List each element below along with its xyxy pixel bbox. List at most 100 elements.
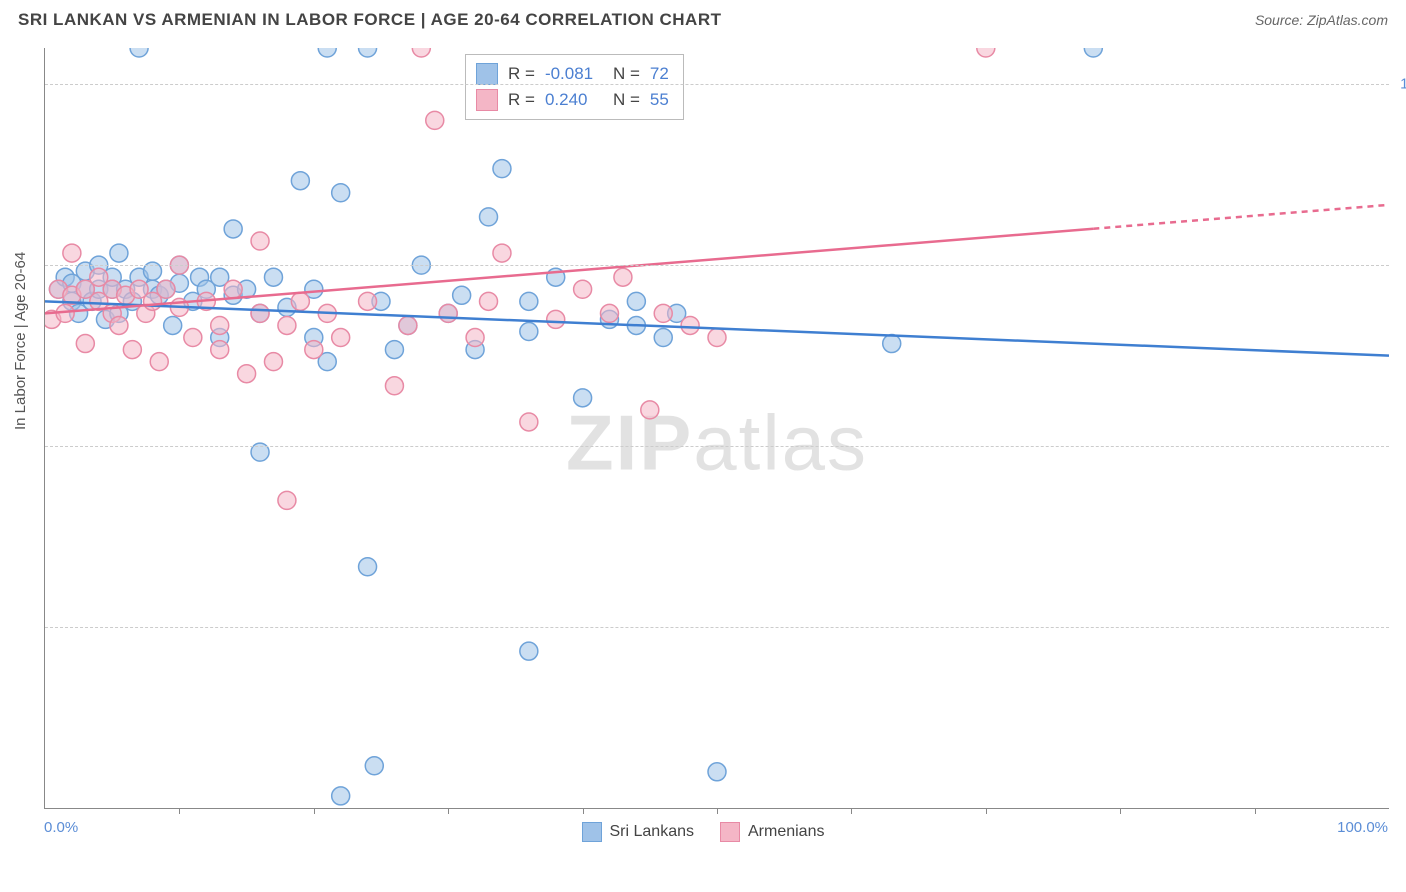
n-value: 55 <box>650 87 669 113</box>
r-label: R = <box>508 61 535 87</box>
x-tick <box>986 808 987 814</box>
data-point <box>332 329 350 347</box>
data-point <box>251 304 269 322</box>
gridline-h <box>45 446 1389 447</box>
data-point <box>305 341 323 359</box>
y-axis-label: In Labor Force | Age 20-64 <box>12 252 29 430</box>
chart-title: SRI LANKAN VS ARMENIAN IN LABOR FORCE | … <box>18 10 722 30</box>
data-point <box>224 220 242 238</box>
x-tick <box>851 808 852 814</box>
data-point <box>681 316 699 334</box>
r-value: -0.081 <box>545 61 603 87</box>
x-tick <box>179 808 180 814</box>
data-point <box>110 244 128 262</box>
data-point <box>439 304 457 322</box>
legend-swatch <box>582 822 602 842</box>
n-label: N = <box>613 61 640 87</box>
data-point <box>466 329 484 347</box>
source-label: Source: ZipAtlas.com <box>1255 12 1388 28</box>
regression-line <box>45 301 1389 355</box>
data-point <box>291 292 309 310</box>
n-value: 72 <box>650 61 669 87</box>
y-tick-label: 85.0% <box>1395 257 1406 274</box>
data-point <box>1084 48 1102 57</box>
data-point <box>211 341 229 359</box>
title-bar: SRI LANKAN VS ARMENIAN IN LABOR FORCE | … <box>0 0 1406 36</box>
legend-swatch <box>476 89 498 111</box>
data-point <box>520 413 538 431</box>
data-point <box>278 491 296 509</box>
data-point <box>520 642 538 660</box>
data-point <box>359 558 377 576</box>
data-point <box>627 292 645 310</box>
data-point <box>574 389 592 407</box>
data-point <box>150 353 168 371</box>
data-point <box>359 48 377 57</box>
x-tick <box>314 808 315 814</box>
gridline-h <box>45 265 1389 266</box>
data-point <box>211 316 229 334</box>
legend-correlation-row: R = -0.081 N = 72 <box>476 61 669 87</box>
data-point <box>238 365 256 383</box>
data-point <box>641 401 659 419</box>
legend-series-label: Sri Lankans <box>610 823 695 841</box>
data-point <box>332 787 350 805</box>
data-point <box>574 280 592 298</box>
y-tick-label: 100.0% <box>1395 76 1406 93</box>
data-point <box>412 48 430 57</box>
data-point <box>110 316 128 334</box>
data-point <box>493 160 511 178</box>
data-point <box>157 280 175 298</box>
gridline-h <box>45 627 1389 628</box>
data-point <box>251 232 269 250</box>
r-label: R = <box>508 87 535 113</box>
x-tick <box>1120 808 1121 814</box>
plot-area: ZIPatlas R =-0.081N =72R =0.240N =55 55.… <box>44 48 1389 809</box>
data-point <box>164 316 182 334</box>
legend-swatch <box>476 63 498 85</box>
legend-series: Sri Lankans Armenians <box>0 822 1406 842</box>
legend-series-label: Armenians <box>748 823 824 841</box>
legend-correlation-row: R = 0.240 N = 55 <box>476 87 669 113</box>
data-point <box>493 244 511 262</box>
data-point <box>278 316 296 334</box>
x-tick <box>448 808 449 814</box>
gridline-h <box>45 84 1389 85</box>
data-point <box>385 377 403 395</box>
legend-swatch <box>720 822 740 842</box>
data-point <box>520 322 538 340</box>
data-point <box>123 341 141 359</box>
data-point <box>480 292 498 310</box>
data-point <box>130 48 148 57</box>
x-tick <box>583 808 584 814</box>
data-point <box>600 304 618 322</box>
r-value: 0.240 <box>545 87 603 113</box>
data-point <box>224 280 242 298</box>
data-point <box>547 310 565 328</box>
data-point <box>399 316 417 334</box>
data-point <box>426 111 444 129</box>
legend-correlation: R = -0.081 N = 72 R = 0.240 N = 55 <box>465 54 684 120</box>
data-point <box>291 172 309 190</box>
data-point <box>359 292 377 310</box>
data-point <box>453 286 471 304</box>
x-tick <box>717 808 718 814</box>
scatter-svg <box>45 48 1389 808</box>
data-point <box>76 335 94 353</box>
data-point <box>480 208 498 226</box>
data-point <box>385 341 403 359</box>
legend-series-item: Sri Lankans <box>582 822 695 842</box>
data-point <box>264 268 282 286</box>
data-point <box>520 292 538 310</box>
data-point <box>708 329 726 347</box>
data-point <box>184 329 202 347</box>
data-point <box>708 763 726 781</box>
data-point <box>654 329 672 347</box>
data-point <box>614 268 632 286</box>
data-point <box>264 353 282 371</box>
data-point <box>63 244 81 262</box>
n-label: N = <box>613 87 640 113</box>
data-point <box>883 335 901 353</box>
data-point <box>332 184 350 202</box>
data-point <box>977 48 995 57</box>
